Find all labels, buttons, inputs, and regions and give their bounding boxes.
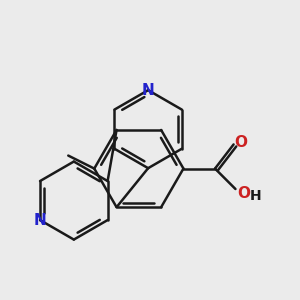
Text: O: O xyxy=(234,135,247,150)
Text: N: N xyxy=(34,213,46,228)
Text: H: H xyxy=(250,189,262,203)
Text: N: N xyxy=(142,83,155,98)
Text: O: O xyxy=(237,186,250,201)
